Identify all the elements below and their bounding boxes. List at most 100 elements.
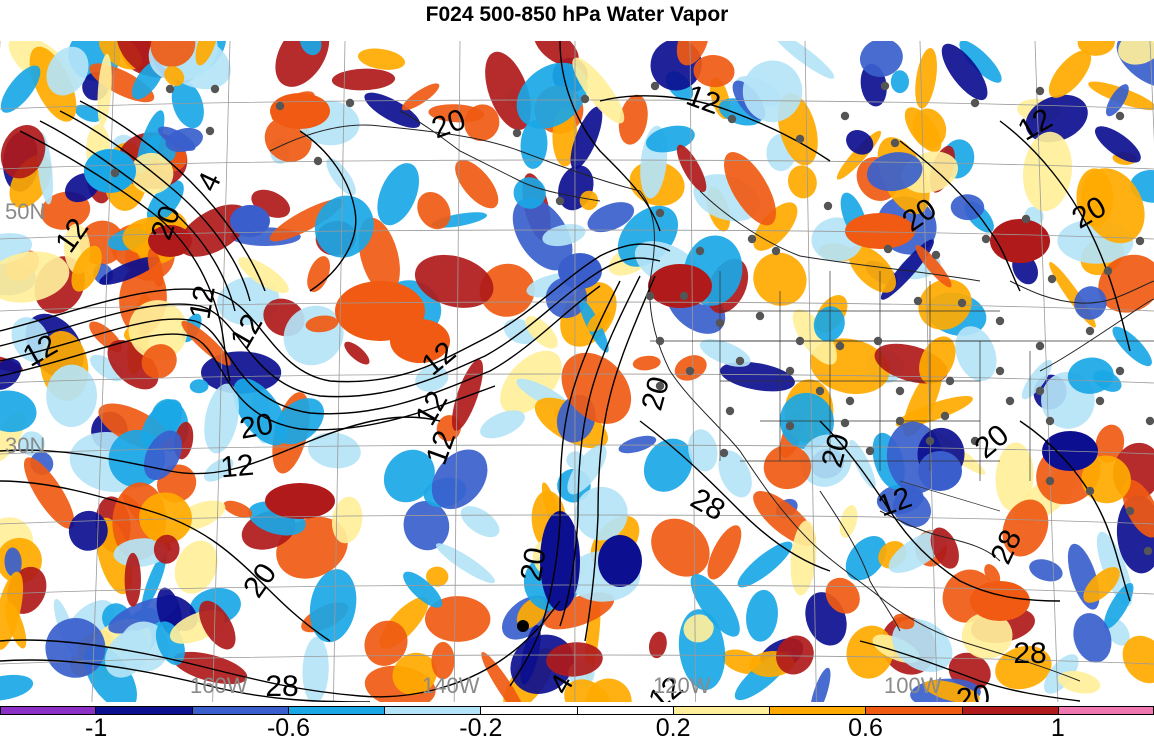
- colorbar-swatch: [866, 706, 962, 714]
- anomaly-patch: [891, 70, 909, 93]
- lat-label-30n: 30N: [5, 433, 45, 459]
- contour-label: 4: [191, 167, 228, 196]
- contour-label: 12: [183, 283, 221, 322]
- station-dot: [1096, 397, 1104, 405]
- lon-label-160w: 160W: [190, 673, 247, 699]
- anomaly-core: [265, 483, 335, 519]
- colorbar-tick-label: 0.2: [656, 714, 691, 743]
- station-dot: [971, 99, 979, 107]
- station-dot: [891, 139, 899, 147]
- colorbar-swatch: [193, 706, 289, 714]
- anomaly-shading: [0, 41, 1154, 702]
- station-dot: [1086, 327, 1094, 335]
- storm-center-marker: [517, 620, 529, 632]
- anomaly-patch: [455, 500, 504, 544]
- colorbar: [0, 706, 1154, 714]
- colorbar-swatch: [963, 706, 1059, 714]
- contour-label: 20: [237, 407, 276, 445]
- station-dot: [881, 82, 889, 90]
- contour-label: 28: [1013, 637, 1046, 670]
- station-dot: [796, 135, 804, 143]
- anomaly-patch: [411, 186, 458, 236]
- colorbar-swatch: [289, 706, 385, 714]
- station-dot: [1046, 477, 1054, 485]
- anomaly-patch: [341, 338, 373, 368]
- anomaly-patch: [264, 41, 340, 96]
- contour-label: 20: [514, 545, 552, 584]
- contour-label: 28: [685, 482, 730, 527]
- station-dot: [111, 169, 119, 177]
- station-dot: [841, 112, 849, 120]
- station-dot: [932, 251, 940, 259]
- map-title: F024 500-850 hPa Water Vapor: [0, 0, 1154, 30]
- contour-label: 28: [265, 670, 298, 702]
- station-dot: [874, 337, 882, 345]
- anomaly-patch: [912, 47, 941, 111]
- station-dot: [846, 397, 854, 405]
- colorbar-tick-label: -0.6: [267, 714, 310, 743]
- station-dot: [1036, 342, 1044, 350]
- colorbar-swatch: [0, 706, 96, 714]
- colorbar-swatch: [674, 706, 770, 714]
- station-dot: [211, 85, 219, 93]
- station-dot: [836, 342, 844, 350]
- colorbar-swatch: [385, 706, 481, 714]
- station-dot: [696, 247, 704, 255]
- anomaly-patch: [332, 68, 396, 92]
- anomaly-patch: [806, 666, 835, 702]
- colorbar-tick-label: 1: [1051, 714, 1065, 743]
- station-dot: [314, 157, 322, 165]
- anomaly-patch: [1107, 322, 1154, 372]
- anomaly-patch: [632, 354, 661, 371]
- anomaly-patch: [744, 588, 781, 643]
- colorbar-swatch: [770, 706, 866, 714]
- anomaly-patch: [732, 535, 798, 593]
- station-dot: [1126, 507, 1134, 515]
- anomaly-patch: [842, 125, 878, 159]
- station-dot: [982, 235, 990, 243]
- station-dot: [1144, 547, 1152, 555]
- contour-label: 20: [636, 373, 677, 414]
- station-dot: [736, 357, 744, 365]
- station-dot: [1146, 417, 1154, 425]
- station-dot: [1036, 87, 1044, 95]
- station-dot: [841, 419, 849, 427]
- station-dot: [276, 102, 284, 110]
- station-dot: [866, 447, 874, 455]
- station-dot: [728, 115, 736, 123]
- station-dot: [1116, 112, 1124, 120]
- anomaly-core: [970, 581, 1030, 621]
- colorbar-swatch: [96, 706, 192, 714]
- station-dot: [646, 292, 654, 300]
- anomaly-patch: [447, 153, 505, 215]
- station-dot: [824, 202, 832, 210]
- station-dot: [1006, 397, 1014, 405]
- station-dot: [914, 297, 922, 305]
- colorbar-tick-label: -0.2: [459, 714, 502, 743]
- colorbar-swatch: [1059, 706, 1154, 714]
- station-dot: [1036, 387, 1044, 395]
- station-dot: [786, 422, 794, 430]
- anomaly-patch: [0, 387, 39, 435]
- station-dot: [816, 387, 824, 395]
- station-dot: [996, 317, 1004, 325]
- station-dot: [656, 209, 664, 217]
- station-dot: [656, 337, 664, 345]
- anomaly-core: [648, 264, 712, 308]
- station-dot: [786, 367, 794, 375]
- station-dot: [884, 245, 892, 253]
- lon-label-140w: 140W: [422, 673, 479, 699]
- anomaly-core: [598, 535, 642, 587]
- longitude-line: [1150, 41, 1154, 702]
- station-dot: [726, 407, 734, 415]
- lat-label-50n: 50N: [5, 199, 45, 225]
- station-dot: [748, 235, 756, 243]
- station-dot: [651, 82, 659, 90]
- station-dot: [556, 197, 564, 205]
- station-dot: [513, 129, 521, 137]
- station-dot: [958, 299, 966, 307]
- station-dot: [581, 95, 589, 103]
- anomaly-patch: [0, 671, 35, 702]
- station-dot: [206, 127, 214, 135]
